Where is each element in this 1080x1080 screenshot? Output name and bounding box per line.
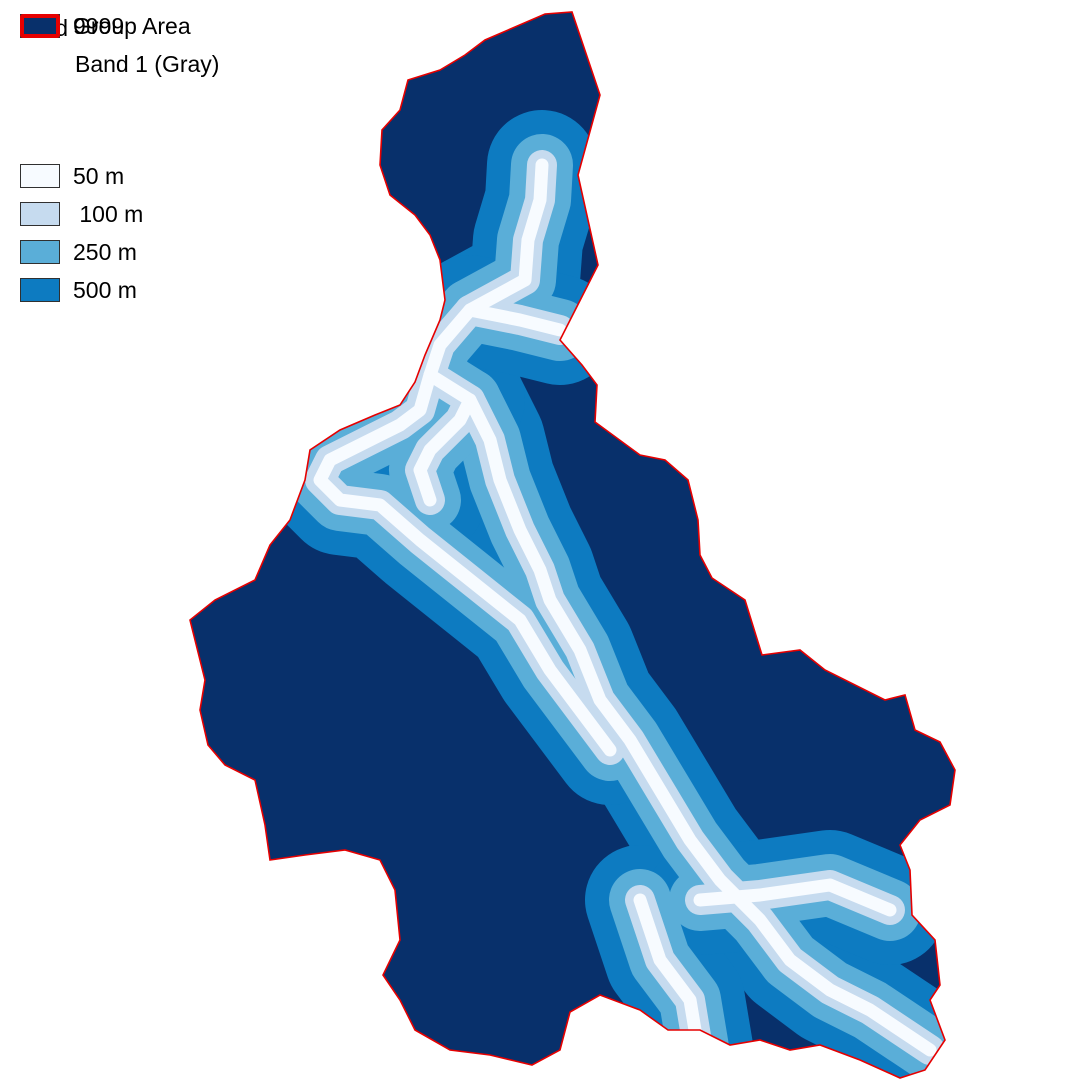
legend-item-500m: 500 m <box>20 276 137 304</box>
legend-swatch-250m <box>20 240 60 264</box>
legend-swatch-group-area <box>20 14 60 38</box>
road-buffer-layer <box>265 110 955 1078</box>
group-area-boundary <box>189 11 956 1079</box>
legend-band-label: Band 1 (Gray) <box>75 51 220 77</box>
legend-label-9999: 9999 <box>73 13 125 39</box>
legend-swatch-500m <box>20 278 60 302</box>
legend-label-50m: 50 m <box>73 163 125 189</box>
legend-item-50m: 50 m <box>20 162 124 190</box>
legend-label-group-area: Group Area <box>73 13 191 39</box>
legend-label-250m: 250 m <box>73 239 137 265</box>
legend-item-group-area: Group Area <box>20 12 191 40</box>
legend-item-250m: 250 m <box>20 238 137 266</box>
legend-item-100m: 100 m <box>20 200 143 228</box>
legend-label-500m: 500 m <box>73 277 137 303</box>
legend-label-100m: 100 m <box>73 201 144 227</box>
legend-swatch-50m <box>20 164 60 188</box>
legend-swatch-100m <box>20 202 60 226</box>
